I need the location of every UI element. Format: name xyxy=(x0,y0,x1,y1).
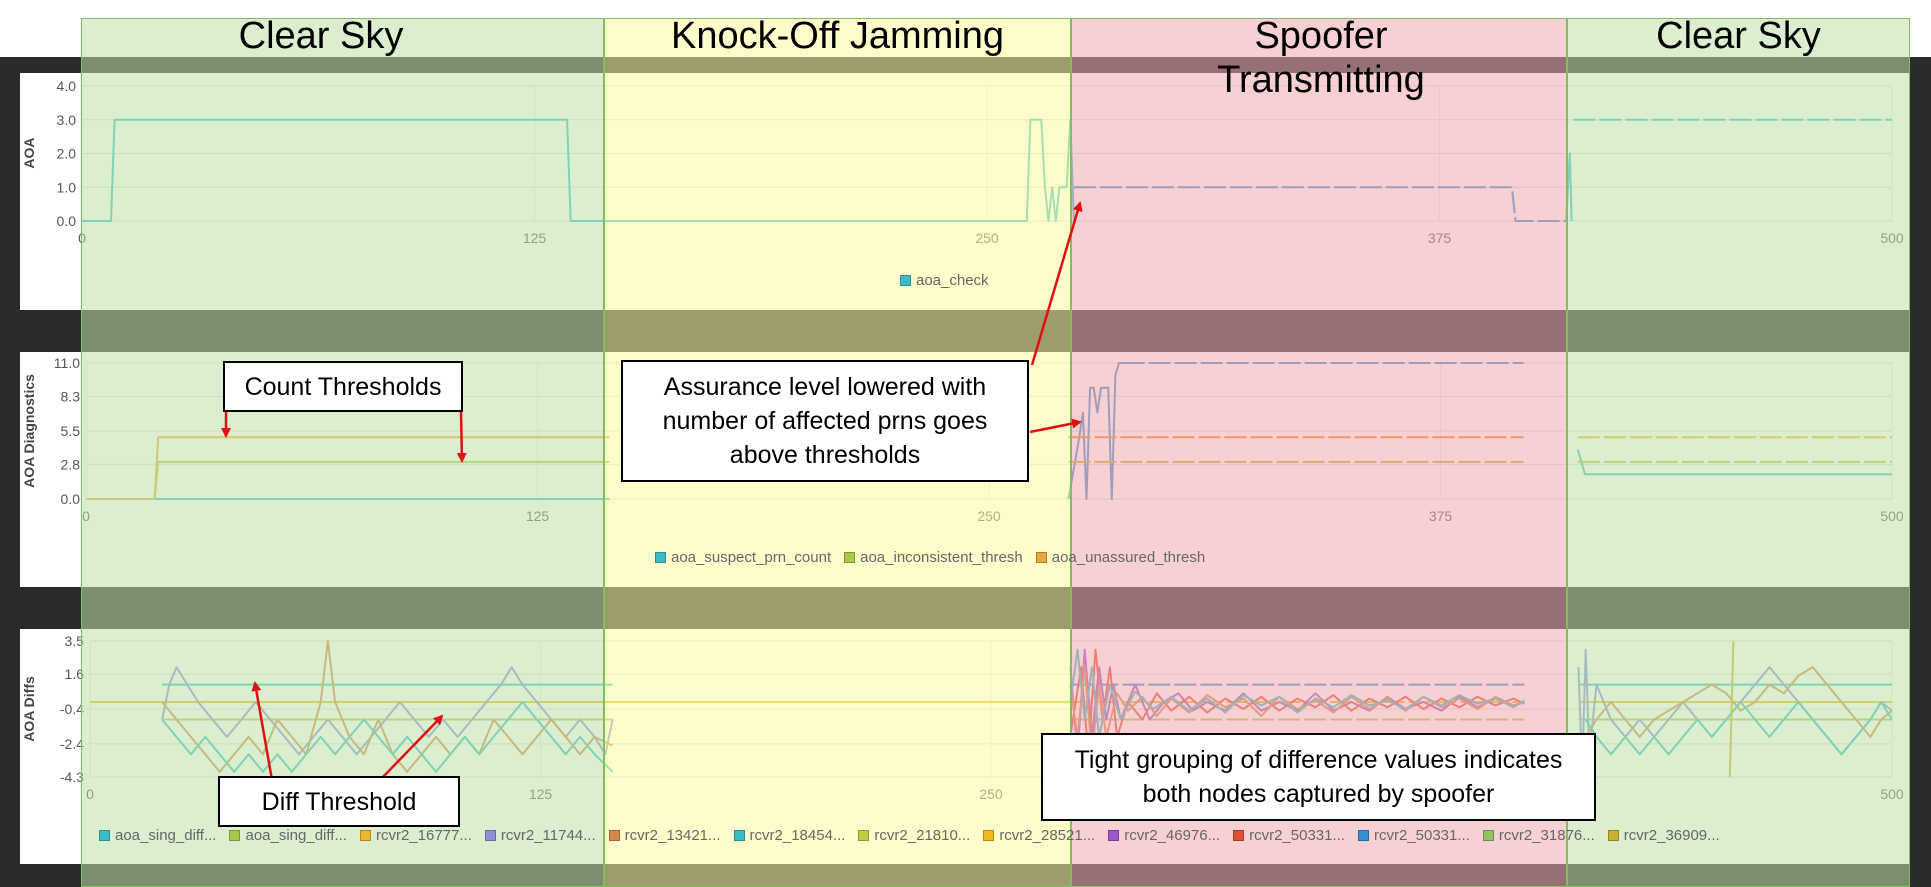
legend-aoa-diffs: aoa_sing_diff... aoa_sing_diff... rcvr2_16… xyxy=(99,827,1733,844)
legend-swatch xyxy=(655,552,666,563)
y-tick-label: -2.4 xyxy=(60,736,84,752)
legend-label: aoa_check xyxy=(916,272,989,289)
zone-clear-sky-2 xyxy=(1567,18,1910,887)
legend-item[interactable]: rcvr2_16777... xyxy=(359,827,472,844)
callout-assurance-level: Assurance level lowered with number of a… xyxy=(621,360,1029,482)
legend-label: aoa_sing_diff... xyxy=(115,827,217,844)
legend-swatch xyxy=(733,830,745,841)
legend-label: aoa_unassured_thresh xyxy=(1051,549,1206,566)
legend-item[interactable]: rcvr2_13421... xyxy=(608,827,721,844)
legend-swatch xyxy=(229,830,241,841)
legend-label: rcvr2_31876... xyxy=(1498,827,1595,844)
legend-item[interactable]: aoa_sing_diff... xyxy=(99,827,216,844)
legend-item[interactable]: aoa_inconsistent_thresh xyxy=(844,549,1023,566)
y-tick-label: 4.0 xyxy=(57,78,77,94)
legend-item[interactable]: rcvr2_28521... xyxy=(983,827,1095,844)
legend-label: rcvr2_18454... xyxy=(749,827,846,844)
y-tick-label: 11.0 xyxy=(54,355,80,371)
legend-aoa: aoa_check xyxy=(900,272,1002,289)
arrow xyxy=(381,714,444,779)
legend-swatch xyxy=(900,275,911,286)
legend-label: aoa_inconsistent_thresh xyxy=(860,549,1023,566)
legend-swatch xyxy=(1357,830,1369,841)
y-tick-label: 1.0 xyxy=(57,179,77,195)
y-tick-label: 2.8 xyxy=(61,456,81,472)
zone-clear-sky xyxy=(81,18,604,887)
y-axis-label: AOA xyxy=(21,137,37,168)
legend-swatch xyxy=(1233,830,1245,841)
legend-swatch xyxy=(1108,830,1120,841)
legend-label: rcvr2_46976... xyxy=(1124,827,1221,844)
legend-item[interactable]: rcvr2_46976... xyxy=(1108,827,1220,844)
legend-swatch xyxy=(1035,552,1047,563)
y-tick-label: -0.4 xyxy=(60,701,84,717)
legend-item[interactable]: rcvr2_36909... xyxy=(1607,827,1720,844)
legend-label: rcvr2_50331... xyxy=(1373,827,1470,844)
zone-title: Spoofer Transmitting xyxy=(1217,15,1425,101)
legend-swatch xyxy=(1607,830,1619,841)
legend-item[interactable]: aoa_check xyxy=(900,272,989,289)
legend-item[interactable]: rcvr2_50331... xyxy=(1233,827,1345,844)
legend-aoa-diagnostics: aoa_suspect_prn_count aoa_inconsistent_th… xyxy=(655,549,1218,566)
frame-band xyxy=(1910,57,1931,887)
y-tick-label: -4.3 xyxy=(60,769,84,785)
legend-swatch xyxy=(359,830,371,841)
callout-tight-grouping: Tight grouping of difference values indi… xyxy=(1041,733,1596,821)
y-tick-label: 0.0 xyxy=(57,213,77,229)
zone-title: Clear Sky xyxy=(238,15,404,57)
arrow xyxy=(251,681,274,781)
legend-item[interactable]: rcvr2_50331... xyxy=(1357,827,1470,844)
y-tick-label: 0.0 xyxy=(61,491,81,507)
y-axis-label: AOA Diffs xyxy=(21,676,37,742)
legend-label: rcvr2_36909... xyxy=(1623,827,1720,844)
legend-item[interactable]: aoa_suspect_prn_count xyxy=(655,549,831,566)
zone-title: Clear Sky xyxy=(1656,15,1821,57)
y-tick-label: 3.0 xyxy=(57,112,77,128)
legend-item[interactable]: rcvr2_21810... xyxy=(858,827,970,844)
y-tick-label: 5.5 xyxy=(61,423,81,439)
legend-label: rcvr2_28521... xyxy=(999,827,1096,844)
legend-label: aoa_suspect_prn_count xyxy=(671,549,832,566)
arrow xyxy=(456,411,467,463)
legend-label: rcvr2_50331... xyxy=(1249,827,1345,844)
legend-item[interactable]: rcvr2_11744... xyxy=(484,827,596,844)
legend-label: rcvr2_13421... xyxy=(624,827,721,844)
legend-swatch xyxy=(484,830,496,841)
frame-band xyxy=(0,57,20,887)
legend-item[interactable]: rcvr2_31876... xyxy=(1482,827,1595,844)
legend-label: rcvr2_21810... xyxy=(874,827,971,844)
legend-label: rcvr2_11744... xyxy=(500,827,596,844)
legend-label: aoa_sing_diff... xyxy=(245,827,347,844)
legend-swatch xyxy=(99,830,110,841)
legend-swatch xyxy=(844,552,856,563)
zone-title: Knock-Off Jamming xyxy=(671,15,1004,57)
legend-item[interactable]: aoa_sing_diff... xyxy=(229,827,347,844)
legend-swatch xyxy=(983,830,995,841)
y-tick-label: 8.3 xyxy=(61,388,81,404)
y-tick-label: 3.5 xyxy=(65,633,85,649)
callout-count-thresholds: Count Thresholds xyxy=(223,361,463,412)
y-tick-label: 1.6 xyxy=(65,666,85,682)
legend-item[interactable]: aoa_unassured_thresh xyxy=(1035,549,1206,566)
arrow xyxy=(1029,418,1082,434)
y-tick-label: 2.0 xyxy=(57,146,77,162)
callout-diff-threshold: Diff Threshold xyxy=(218,776,460,827)
y-axis-label: AOA Diagnostics xyxy=(21,374,37,488)
legend-swatch xyxy=(858,830,870,841)
legend-swatch xyxy=(1482,830,1494,841)
legend-item[interactable]: rcvr2_18454... xyxy=(733,827,846,844)
legend-swatch xyxy=(608,830,620,841)
legend-label: rcvr2_16777... xyxy=(375,827,472,844)
arrow xyxy=(1030,201,1083,366)
